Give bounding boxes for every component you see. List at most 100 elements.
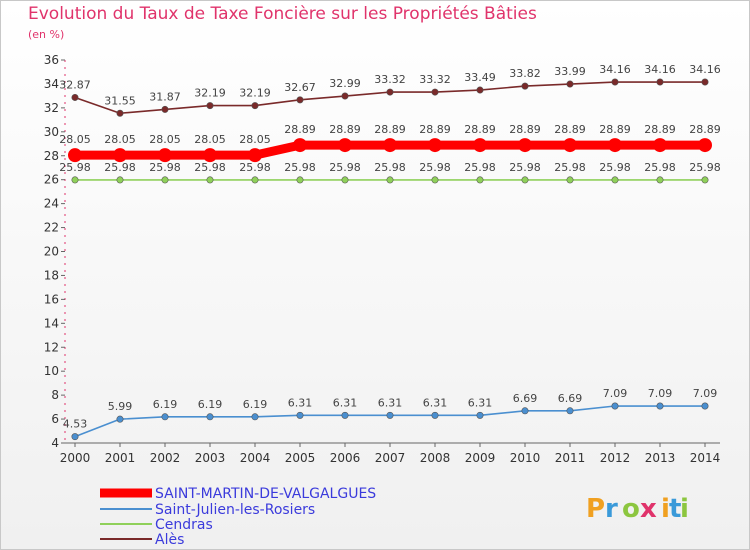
y-tick-label: 22 <box>44 221 59 235</box>
data-point <box>296 411 304 419</box>
data-point <box>518 138 532 153</box>
data-label: 28.89 <box>374 123 406 136</box>
data-point <box>206 176 214 184</box>
x-tick-label: 2014 <box>690 451 721 465</box>
y-tick-label: 36 <box>44 53 59 67</box>
x-tick-label: 2005 <box>285 451 316 465</box>
data-label: 7.09 <box>693 387 718 400</box>
data-point <box>251 176 259 184</box>
x-tick-label: 2009 <box>465 451 496 465</box>
data-point <box>158 148 172 163</box>
data-label: 28.05 <box>194 133 226 146</box>
data-point <box>476 411 484 419</box>
data-label: 33.82 <box>509 67 541 80</box>
data-point <box>161 413 169 421</box>
data-point <box>521 82 529 90</box>
data-label: 25.98 <box>284 161 316 174</box>
series-1: 4.53 5.99 6.19 6.19 6.19 6.31 6.31 6.31 6.31 6.31… <box>63 387 718 441</box>
data-label: 32.19 <box>239 87 271 100</box>
y-tick-label: 6 <box>51 412 59 426</box>
data-label: 6.31 <box>423 396 448 409</box>
series-3: 32.87 31.55 31.87 32.19 32.19 32.67 32.99 33.32… <box>59 63 721 117</box>
data-label: 28.05 <box>104 133 136 146</box>
chart-title: Evolution du Taux de Taxe Foncière sur l… <box>28 4 537 24</box>
data-point <box>431 411 439 419</box>
data-label: 28.05 <box>59 133 91 146</box>
data-label: 6.19 <box>153 398 178 411</box>
data-label: 31.55 <box>104 94 136 107</box>
x-tick-label: 2008 <box>420 451 451 465</box>
data-point <box>476 176 484 184</box>
logo-letter: x <box>640 494 657 524</box>
data-label: 33.99 <box>554 65 586 78</box>
data-label: 34.16 <box>644 63 676 76</box>
data-point <box>248 148 262 163</box>
data-label: 32.99 <box>329 77 361 90</box>
data-point <box>161 105 169 113</box>
data-label: 6.69 <box>513 392 538 405</box>
data-label: 6.31 <box>288 396 313 409</box>
data-point <box>341 176 349 184</box>
y-tick-label: 12 <box>44 340 59 354</box>
data-point <box>296 176 304 184</box>
data-label: 28.89 <box>284 123 316 136</box>
y-tick-label: 32 <box>44 101 59 115</box>
x-tick-label: 2010 <box>510 451 541 465</box>
data-label: 28.05 <box>239 133 271 146</box>
legend-label: Cendras <box>155 517 213 533</box>
data-label: 32.19 <box>194 87 226 100</box>
data-point <box>701 176 709 184</box>
data-label: 4.53 <box>63 418 88 431</box>
y-tick-label: 10 <box>44 364 59 378</box>
data-point <box>68 148 82 163</box>
data-point <box>293 138 307 153</box>
data-label: 25.98 <box>509 161 541 174</box>
data-label: 25.98 <box>554 161 586 174</box>
data-point <box>71 433 79 441</box>
data-label: 25.98 <box>59 161 91 174</box>
data-label: 25.98 <box>374 161 406 174</box>
logo-letter: P <box>586 494 605 524</box>
data-label: 6.69 <box>558 392 583 405</box>
data-label: 6.19 <box>198 398 223 411</box>
data-label: 6.31 <box>333 396 358 409</box>
data-point <box>71 176 79 184</box>
data-label: 7.09 <box>648 387 673 400</box>
y-tick-label: 16 <box>44 292 59 306</box>
x-tick-label: 2003 <box>195 451 226 465</box>
data-point <box>521 407 529 415</box>
data-label: 25.98 <box>149 161 181 174</box>
data-point <box>116 176 124 184</box>
x-tick-label: 2000 <box>60 451 91 465</box>
legend-label: SAINT-MARTIN-DE-VALGALGUES <box>155 486 376 502</box>
data-label: 6.31 <box>468 396 493 409</box>
x-tick-label: 2001 <box>105 451 136 465</box>
data-point <box>341 92 349 100</box>
data-point <box>383 138 397 153</box>
data-point <box>431 176 439 184</box>
data-point <box>476 86 484 94</box>
chart-unit: (en %) <box>28 28 65 41</box>
data-point <box>71 93 79 101</box>
y-tick-label: 34 <box>44 77 59 91</box>
data-label: 31.87 <box>149 90 181 103</box>
y-tick-label: 24 <box>44 197 59 211</box>
data-point <box>251 413 259 421</box>
data-point <box>473 138 487 153</box>
data-point <box>206 413 214 421</box>
legend-label: Alès <box>155 532 184 548</box>
data-label: 25.98 <box>239 161 271 174</box>
logo-letter: r <box>605 494 618 524</box>
data-point <box>656 176 664 184</box>
data-label: 32.87 <box>59 78 91 91</box>
x-tick-label: 2006 <box>330 451 361 465</box>
data-point <box>701 78 709 86</box>
x-tick-label: 2002 <box>150 451 181 465</box>
logo-letter: i <box>680 494 689 524</box>
data-point <box>698 138 712 153</box>
data-label: 6.31 <box>378 396 403 409</box>
data-point <box>386 176 394 184</box>
